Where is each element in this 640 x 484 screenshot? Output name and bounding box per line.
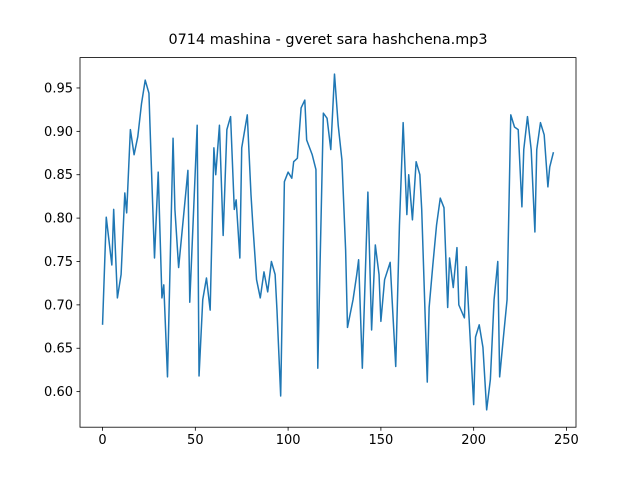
y-tick-label: 0.60	[44, 385, 73, 400]
x-tick-label: 100	[276, 433, 301, 448]
y-tick-label: 0.80	[44, 212, 73, 227]
chart-title: 0714 mashina - gveret sara hashchena.mp3	[169, 32, 488, 48]
y-tick-label: 0.85	[44, 168, 73, 183]
plot-frame	[79, 57, 577, 428]
x-tick-label: 150	[368, 433, 393, 448]
x-tick-label: 200	[461, 433, 486, 448]
line-series	[101, 73, 555, 411]
x-tick-label: 0	[98, 433, 106, 448]
x-tick-label: 50	[187, 433, 204, 448]
y-tick-label: 0.70	[44, 298, 73, 313]
x-tick-label: 250	[554, 433, 579, 448]
y-tick-label: 0.90	[44, 125, 73, 140]
y-tick-label: 0.75	[44, 255, 73, 270]
y-tick-label: 0.95	[44, 81, 73, 96]
y-tick-label: 0.65	[44, 342, 73, 357]
